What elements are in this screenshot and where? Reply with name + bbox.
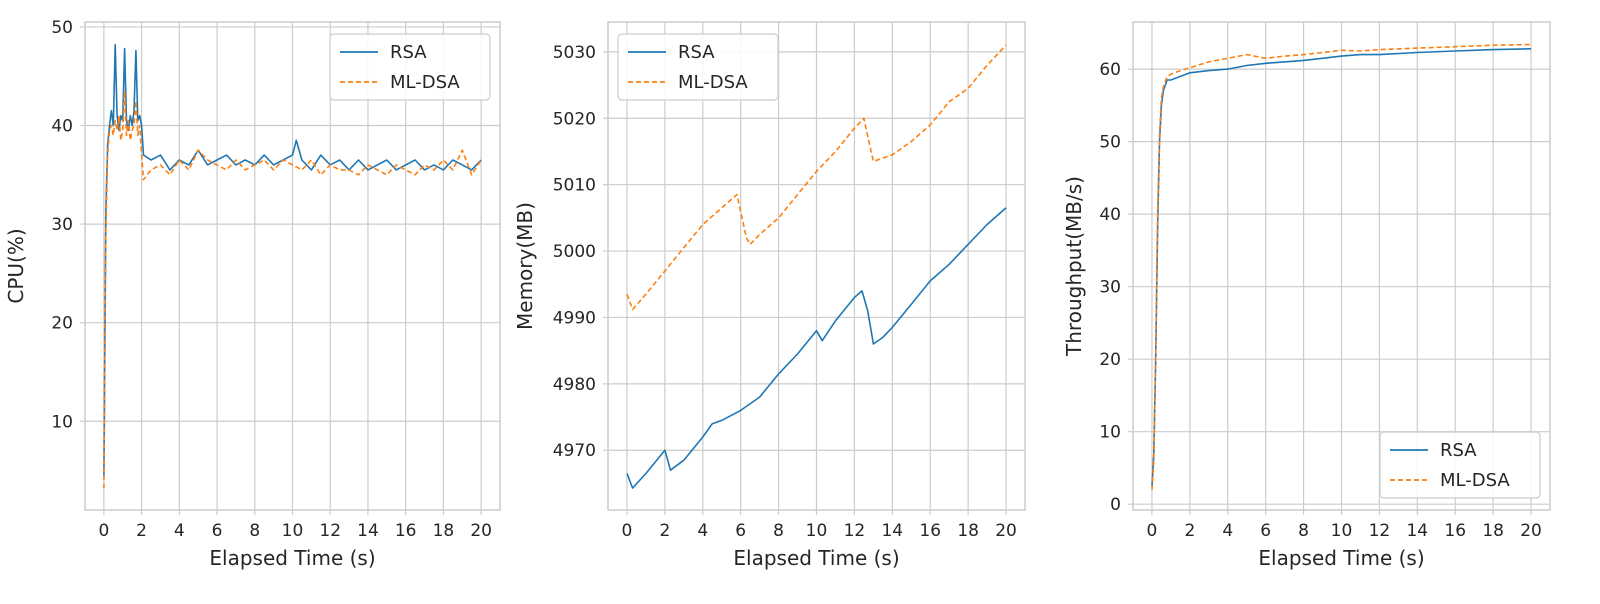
legend: RSA ML-DSA bbox=[617, 33, 779, 101]
y-tick-label: 10 bbox=[51, 412, 73, 432]
x-tick-label: 12 bbox=[319, 521, 341, 541]
x-tick-label: 8 bbox=[1298, 521, 1309, 541]
legend-box bbox=[617, 33, 779, 101]
y-axis-label: Memory(MB) bbox=[513, 202, 537, 330]
y-tick-label: 5000 bbox=[553, 242, 596, 262]
x-tick-label: 0 bbox=[1147, 521, 1158, 541]
series-line-ml-dsa bbox=[103, 90, 482, 489]
series-line-ml-dsa bbox=[1151, 43, 1532, 490]
x-axis-label: Elapsed Time (s) bbox=[733, 546, 899, 570]
y-tick-label: 40 bbox=[51, 117, 73, 137]
y-tick-label: 5020 bbox=[553, 109, 596, 129]
x-tick-label: 20 bbox=[470, 521, 492, 541]
x-tick-label: 4 bbox=[1222, 521, 1233, 541]
x-tick-label: 2 bbox=[1184, 521, 1195, 541]
x-tick-label: 18 bbox=[433, 521, 455, 541]
chart-panel-3: 0 2 4 6 8 10 12 14 16 18 20 0 10 20 30 40 50 60 Elapsed Ti… bbox=[1062, 21, 1551, 570]
legend-label-rsa: RSA bbox=[1440, 440, 1477, 461]
y-tick-label: 10 bbox=[1099, 423, 1121, 443]
series-line-ml-dsa bbox=[626, 44, 1007, 311]
legend-label-rsa: RSA bbox=[390, 42, 427, 63]
legend-label-ml-dsa: ML-DSA bbox=[678, 72, 748, 93]
y-tick-label: 5010 bbox=[553, 176, 596, 196]
y-tick-label: 20 bbox=[51, 314, 73, 334]
y-tick-label: 40 bbox=[1099, 205, 1121, 225]
y-axis-label: CPU(%) bbox=[4, 228, 28, 303]
y-tick-label: 4990 bbox=[553, 308, 596, 328]
x-axis-label: Elapsed Time (s) bbox=[209, 546, 375, 570]
x-tick-label: 4 bbox=[697, 521, 708, 541]
x-tick-label: 6 bbox=[735, 521, 746, 541]
x-tick-label: 18 bbox=[1482, 521, 1504, 541]
y-tick-label: 4980 bbox=[553, 375, 596, 395]
x-tick-label: 6 bbox=[212, 521, 223, 541]
x-tick-label: 8 bbox=[249, 521, 260, 541]
legend-label-ml-dsa: ML-DSA bbox=[390, 72, 460, 93]
y-tick-label: 20 bbox=[1099, 350, 1121, 370]
x-tick-label: 16 bbox=[395, 521, 417, 541]
y-tick-label: 60 bbox=[1099, 60, 1121, 80]
x-tick-label: 14 bbox=[1406, 521, 1428, 541]
x-tick-label: 8 bbox=[773, 521, 784, 541]
x-tick-label: 16 bbox=[1444, 521, 1466, 541]
series-line-rsa bbox=[103, 43, 482, 476]
x-tick-label: 20 bbox=[995, 521, 1017, 541]
legend-box bbox=[1379, 431, 1541, 499]
legend-box bbox=[329, 33, 491, 101]
x-tick-label: 2 bbox=[136, 521, 147, 541]
x-axis-label: Elapsed Time (s) bbox=[1258, 546, 1424, 570]
x-tick-label: 14 bbox=[357, 521, 379, 541]
x-tick-label: 20 bbox=[1520, 521, 1542, 541]
legend-label-rsa: RSA bbox=[678, 42, 715, 63]
x-tick-label: 4 bbox=[174, 521, 185, 541]
y-tick-label: 50 bbox=[1099, 133, 1121, 153]
legend: RSA ML-DSA bbox=[329, 33, 491, 101]
chart-panel-2: 0 2 4 6 8 10 12 14 16 18 20 4970 4980 4990 5000 5010 502… bbox=[513, 21, 1026, 570]
legend: RSA ML-DSA bbox=[1379, 431, 1541, 499]
x-tick-label: 0 bbox=[622, 521, 633, 541]
chart-panel-1: 0 2 4 6 8 10 12 14 16 18 20 10 20 30 40 50 Elapsed Time … bbox=[4, 18, 501, 570]
x-tick-label: 10 bbox=[806, 521, 828, 541]
legend-label-ml-dsa: ML-DSA bbox=[1440, 470, 1510, 491]
y-tick-label: 0 bbox=[1110, 495, 1121, 515]
x-tick-label: 12 bbox=[844, 521, 866, 541]
y-tick-label: 30 bbox=[1099, 278, 1121, 298]
y-axis-label: Throughput(MB/s) bbox=[1062, 176, 1086, 357]
x-tick-label: 2 bbox=[659, 521, 670, 541]
x-tick-label: 6 bbox=[1260, 521, 1271, 541]
x-tick-label: 18 bbox=[957, 521, 979, 541]
y-tick-label: 4970 bbox=[553, 441, 596, 461]
y-tick-label: 5030 bbox=[553, 43, 596, 63]
x-tick-label: 10 bbox=[1331, 521, 1353, 541]
x-tick-label: 16 bbox=[919, 521, 941, 541]
x-tick-label: 14 bbox=[881, 521, 903, 541]
x-tick-label: 0 bbox=[98, 521, 109, 541]
y-tick-label: 30 bbox=[51, 215, 73, 235]
x-tick-label: 12 bbox=[1369, 521, 1391, 541]
x-tick-label: 10 bbox=[282, 521, 304, 541]
y-tick-label: 50 bbox=[51, 18, 73, 38]
series-line-rsa bbox=[626, 207, 1007, 489]
